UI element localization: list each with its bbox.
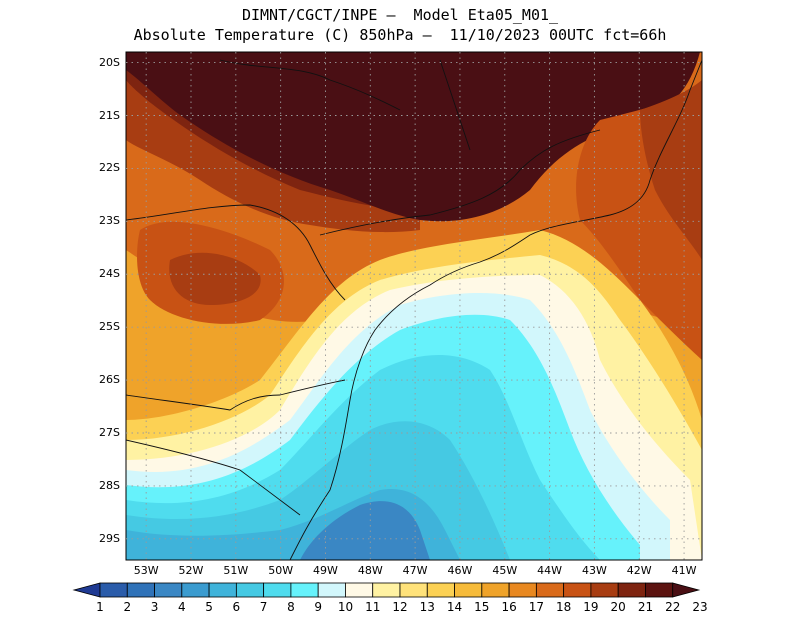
colorbar-label: 16 xyxy=(501,600,517,614)
coastline-and-borders xyxy=(126,59,702,560)
colorbar-label: 11 xyxy=(365,600,381,614)
lon-label: 41W xyxy=(671,564,697,577)
colorbar-swatch xyxy=(208,582,237,598)
colorbar-swatch xyxy=(590,582,619,598)
band-4 xyxy=(300,501,430,560)
map-frame xyxy=(125,51,703,561)
lat-lon-grid xyxy=(126,52,702,560)
colorbar-label: 4 xyxy=(177,600,186,614)
colorbar-label: 6 xyxy=(232,600,241,614)
colorbar-swatch xyxy=(290,582,319,598)
state-border-rs-sc xyxy=(126,439,301,516)
colorbar xyxy=(72,582,701,598)
colorbar-label: 2 xyxy=(123,600,132,614)
colorbar-swatch xyxy=(154,582,183,598)
colorbar-swatch xyxy=(454,582,483,598)
colorbar-swatch xyxy=(99,582,128,598)
state-border-sp-mg xyxy=(319,129,601,236)
colorbar-swatch xyxy=(317,582,346,598)
colorbar-swatch xyxy=(372,582,401,598)
colorbar-label: 7 xyxy=(259,600,268,614)
lon-label: 50W xyxy=(268,564,294,577)
lon-label: 52W xyxy=(178,564,204,577)
lon-label: 49W xyxy=(313,564,338,577)
colorbar-swatch xyxy=(263,582,292,598)
colorbar-max-arrow xyxy=(672,582,701,598)
colorbar-swatch xyxy=(535,582,565,598)
band-20-east xyxy=(640,80,702,260)
colorbar-swatch xyxy=(563,582,592,598)
colorbar-swatch xyxy=(481,582,510,598)
lon-label: 48W xyxy=(357,564,383,577)
colorbar-label: 20 xyxy=(610,600,626,614)
colorbar-swatch xyxy=(345,582,374,598)
lat-label: 26S xyxy=(99,373,120,387)
colorbar-label: 18 xyxy=(555,600,572,614)
colorbar-label: 22 xyxy=(665,600,681,614)
colorbar-swatch xyxy=(617,582,646,598)
colorbar-label: 15 xyxy=(474,600,490,614)
colorbar-label: 9 xyxy=(314,600,322,614)
colorbar-label: 1 xyxy=(96,600,104,614)
colorbar-swatch xyxy=(126,582,155,598)
lon-label: 42W xyxy=(626,564,652,577)
colorbar-swatch xyxy=(426,582,455,598)
lat-label: 21S xyxy=(99,108,120,122)
band-20-pocket xyxy=(169,252,261,305)
lon-label: 53W xyxy=(133,564,159,577)
chart-subtitle: Absolute Temperature (C) 850hPa – 11/10/… xyxy=(133,26,667,44)
lat-label: 28S xyxy=(99,478,120,492)
coastline xyxy=(289,59,702,560)
lon-label: 44W xyxy=(537,564,563,577)
colorbar-label: 21 xyxy=(637,600,654,614)
colorbar-label: 8 xyxy=(287,600,295,614)
colorbar-swatch xyxy=(645,582,674,598)
lat-label: 22S xyxy=(99,161,120,175)
colorbar-label: 17 xyxy=(528,600,544,614)
colorbar-label: 14 xyxy=(446,600,463,614)
colorbar-swatch xyxy=(181,582,210,598)
lat-label: 23S xyxy=(99,214,120,228)
chart-title: DIMNT/CGCT/INPE – Model Eta05_M01_ xyxy=(241,6,559,24)
lon-label: 45W xyxy=(492,564,518,577)
colorbar-label: 3 xyxy=(150,600,159,614)
lat-label: 20S xyxy=(99,55,120,69)
colorbar-label: 13 xyxy=(419,600,435,614)
lat-label: 25S xyxy=(99,320,120,334)
lon-label: 47W xyxy=(402,564,428,577)
lat-label: 24S xyxy=(99,267,120,281)
state-border-north xyxy=(219,59,401,111)
colorbar-label: 19 xyxy=(583,600,599,614)
colorbar-label: 5 xyxy=(205,600,213,614)
state-border-pr-sp xyxy=(126,204,346,301)
colorbar-label: 12 xyxy=(392,600,408,614)
colorbar-label: 23 xyxy=(692,600,708,614)
lat-label: 29S xyxy=(99,531,120,545)
state-border-sc-pr xyxy=(126,379,346,411)
band-23 xyxy=(126,52,700,222)
lat-label: 27S xyxy=(99,426,120,439)
lon-label: 51W xyxy=(223,564,249,577)
colorbar-swatch xyxy=(399,582,428,598)
colorbar-swatch xyxy=(508,582,537,598)
river-paraiba xyxy=(439,59,471,151)
temperature-field xyxy=(126,52,702,560)
lon-label: 46W xyxy=(447,564,473,577)
lon-label: 43W xyxy=(581,564,607,577)
colorbar-min-arrow xyxy=(72,582,101,598)
colorbar-swatch xyxy=(235,582,265,598)
colorbar-label: 10 xyxy=(337,600,354,614)
